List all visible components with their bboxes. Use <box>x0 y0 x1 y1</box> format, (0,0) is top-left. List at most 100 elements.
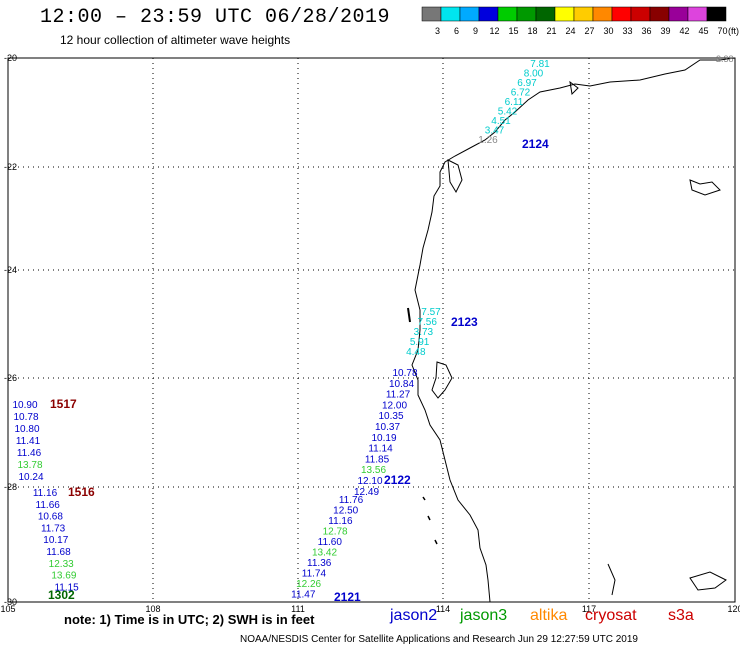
page-title: 12:00 – 23:59 UTC 06/28/2019 <box>40 6 391 29</box>
legend-label: 42 <box>679 26 689 36</box>
page-subtitle: 12 hour collection of altimeter wave hei… <box>60 33 291 47</box>
wave-height-label: 11.73 <box>41 523 66 534</box>
color-legend: 3 6 9 12 15 18 21 24 27 30 33 36 39 42 45 70 (ft) <box>421 6 739 36</box>
legend-label: 3 <box>435 26 440 36</box>
pass-id-label: 2122 <box>384 473 411 487</box>
lat-tick-label: -26 <box>4 373 17 383</box>
wave-height-label: 6.72 <box>511 88 531 99</box>
wave-height-label: 13.42 <box>312 548 337 559</box>
wave-height-label: 6.97 <box>517 78 537 89</box>
wave-height-label: 7.56 <box>417 317 437 328</box>
lat-tick-label: -20 <box>4 53 17 63</box>
wave-height-label: 10.37 <box>375 422 400 433</box>
legend-label: 39 <box>660 26 670 36</box>
island-outline <box>569 80 579 96</box>
wave-height-label: 12.10 <box>357 476 382 487</box>
lat-tick-label: -24 <box>4 265 17 275</box>
wave-height-label: 11.41 <box>16 436 41 447</box>
cape-outline <box>447 159 463 194</box>
pass-id-label: 2121 <box>334 590 361 604</box>
wave-height-label: 10.17 <box>43 535 68 546</box>
lon-tick-label: 108 <box>145 604 160 614</box>
wave-height-label: 10.78 <box>392 368 417 379</box>
legend-label: 36 <box>641 26 651 36</box>
legend-label: 15 <box>508 26 518 36</box>
satellite-legend-item: altika <box>530 607 568 624</box>
legend-label: 70 <box>717 26 727 36</box>
wave-height-label: 12.49 <box>354 487 379 498</box>
legend-label: 30 <box>603 26 613 36</box>
wave-height-label: 11.66 <box>36 500 61 511</box>
satellite-legend-item: cryosat <box>585 607 637 624</box>
coastline <box>411 57 736 603</box>
pass-id-label: 2123 <box>451 315 478 329</box>
wave-height-label: 10.24 <box>18 472 43 483</box>
wave-height-label: 10.78 <box>13 412 38 423</box>
wave-height-label: 10.84 <box>389 379 414 390</box>
wave-height-label: 10.80 <box>14 424 39 435</box>
pass-id-label: 1516 <box>68 485 95 499</box>
wave-height-label: 12.50 <box>333 506 358 517</box>
lon-tick-label: 114 <box>436 604 450 614</box>
legend-label: 27 <box>584 26 594 36</box>
lat-tick-label: -22 <box>4 162 17 172</box>
wave-height-label: 11.14 <box>368 444 393 455</box>
wave-height-label: 6.11 <box>505 97 524 108</box>
wave-height-label: 12.33 <box>49 559 74 570</box>
satellite-legend-item: jason2 <box>390 607 438 624</box>
wave-height-label: 4.51 <box>491 116 511 127</box>
river-outline <box>607 563 616 596</box>
wave-height-label: 7.57 <box>421 307 441 318</box>
legend-unit: (ft) <box>728 26 739 36</box>
wave-height-label: 12.00 <box>382 400 407 411</box>
wave-height-label: 13.69 <box>51 571 76 582</box>
wave-height-label: 10.90 <box>12 400 37 411</box>
pass-id-label: 1517 <box>50 397 77 411</box>
footer-credit: NOAA/NESDIS Center for Satellite Applica… <box>240 634 638 645</box>
wave-height-label: 1.26 <box>478 135 498 146</box>
legend-label: 21 <box>546 26 556 36</box>
wave-height-label: 11.27 <box>386 390 411 401</box>
corner-wave-value: 2.38 <box>716 54 734 64</box>
wave-height-label: 5.91 <box>410 337 430 348</box>
lon-tick-label: 111 <box>291 604 305 614</box>
pass-id-label: 2124 <box>522 137 549 151</box>
satellite-legend-item: jason3 <box>460 607 508 624</box>
wave-height-label: 11.16 <box>33 488 58 499</box>
wave-height-label: 11.74 <box>302 569 327 580</box>
wave-height-label: 11.68 <box>46 547 71 558</box>
legend-label: 24 <box>565 26 575 36</box>
wave-height-label: 10.35 <box>378 411 403 422</box>
satellite-legend-item: s3a <box>668 607 694 624</box>
footer-note: note: 1) Time is in UTC; 2) SWH is in fe… <box>64 612 315 627</box>
wave-height-label: 11.15 <box>54 582 79 593</box>
legend-label: 45 <box>698 26 708 36</box>
legend-swatch <box>706 6 727 22</box>
wave-height-label: 13.56 <box>361 465 386 476</box>
island-outline <box>407 307 411 323</box>
lat-tick-label: -28 <box>4 482 17 492</box>
wave-height-label: 3.73 <box>414 327 434 338</box>
wave-height-label: 11.85 <box>365 454 390 465</box>
peninsula-outline <box>431 361 453 399</box>
wave-height-label: 5.42 <box>498 107 518 118</box>
wave-height-label: 11.76 <box>339 495 364 506</box>
wave-height-label: 11.46 <box>17 448 42 459</box>
legend-label: 18 <box>527 26 537 36</box>
lon-tick-label: 120 <box>727 604 740 614</box>
wave-height-label: 12.26 <box>296 579 321 590</box>
legend-label: 6 <box>454 26 459 36</box>
island-outline <box>422 496 438 545</box>
wave-height-label: 12.78 <box>323 527 348 538</box>
wave-height-label: 11.47 <box>291 590 316 601</box>
map-frame <box>7 57 736 603</box>
wave-height-label: 11.16 <box>328 516 353 527</box>
wave-height-label: 7.81 <box>530 59 550 70</box>
legend-label: 33 <box>622 26 632 36</box>
wave-height-label: 4.48 <box>406 347 426 358</box>
wave-height-label: 8.00 <box>524 69 544 80</box>
wave-height-label: 3.47 <box>485 126 505 137</box>
wave-height-label: 13.78 <box>17 460 42 471</box>
wave-height-label: 11.36 <box>307 558 332 569</box>
legend-label: 9 <box>473 26 478 36</box>
